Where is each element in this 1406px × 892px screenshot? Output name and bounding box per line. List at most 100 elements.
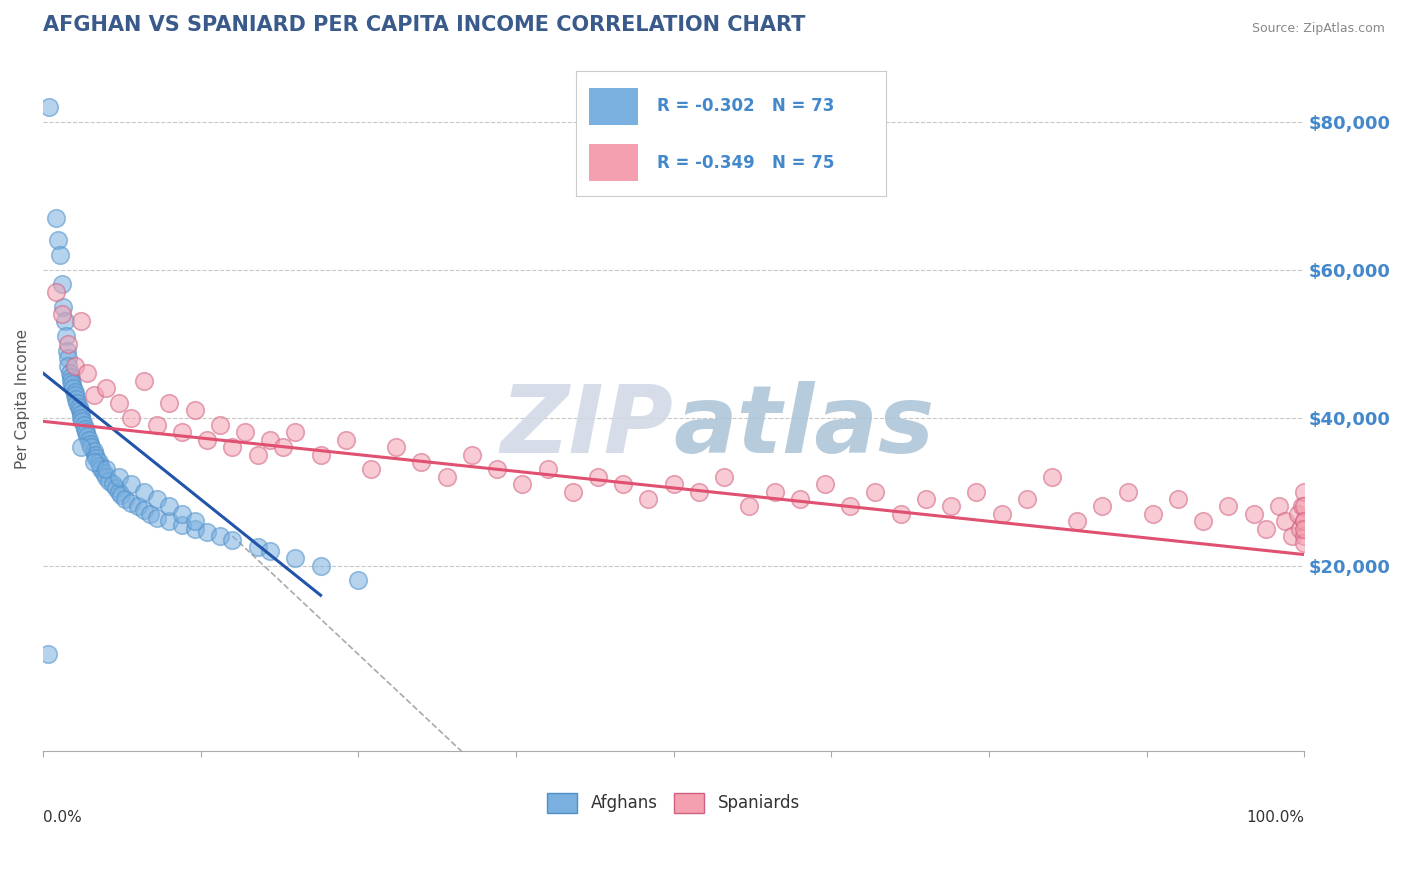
Point [763,484,786,499]
Text: 100.0%: 100.0% [1246,810,1305,825]
Point [360,462,382,476]
Point [55,329,77,343]
Point [84,451,107,466]
Point [67,400,90,414]
Legend: Afghans, Spaniards: Afghans, Spaniards [541,786,807,820]
Point [70,410,93,425]
Point [139,507,162,521]
Point [221,440,243,454]
Point [108,484,131,499]
Point [1243,507,1265,521]
Point [77,433,100,447]
Point [105,481,128,495]
Point [965,484,987,499]
Point [132,503,155,517]
Point [183,522,205,536]
Point [939,500,962,514]
Point [63,359,86,373]
Point [120,496,142,510]
Point [411,455,433,469]
Point [1040,470,1063,484]
Point [195,433,218,447]
Point [1294,514,1316,528]
Point [436,470,458,484]
Point [63,388,86,402]
Point [38,100,60,114]
Point [246,540,269,554]
Point [96,462,118,476]
Point [271,440,294,454]
Point [127,500,149,514]
Point [157,514,180,528]
Point [101,477,124,491]
Point [309,558,332,573]
Point [37,648,59,662]
Point [87,455,110,469]
Point [51,277,73,292]
Point [1291,500,1313,514]
Point [96,381,118,395]
Point [75,425,97,440]
Point [1091,500,1114,514]
Point [145,510,167,524]
Point [713,470,735,484]
Point [58,351,80,366]
Point [1192,514,1215,528]
Point [62,381,84,395]
Point [208,529,231,543]
Point [1116,484,1139,499]
Point [114,491,136,506]
Point [335,433,357,447]
Point [72,418,94,433]
Point [132,374,155,388]
Point [486,462,509,476]
Point [157,500,180,514]
Point [814,477,837,491]
Point [45,285,67,299]
Point [208,418,231,433]
Point [96,470,118,484]
Point [195,525,218,540]
Text: R = -0.302   N = 73: R = -0.302 N = 73 [657,97,834,115]
Point [738,500,761,514]
Point [76,429,98,443]
Point [1294,522,1316,536]
Point [56,344,79,359]
Point [865,484,887,499]
Point [221,533,243,547]
Point [72,414,94,428]
Point [70,440,93,454]
Point [1218,500,1240,514]
Point [586,470,609,484]
Point [561,484,583,499]
Point [170,518,193,533]
Point [1167,491,1189,506]
Point [52,300,75,314]
FancyBboxPatch shape [589,87,638,125]
Point [51,307,73,321]
Point [132,484,155,499]
Point [45,211,67,225]
Text: R = -0.349   N = 75: R = -0.349 N = 75 [657,153,834,171]
Point [53,314,76,328]
Point [1294,514,1316,528]
Point [284,425,307,440]
FancyBboxPatch shape [589,144,638,181]
Point [90,462,112,476]
Point [1294,484,1316,499]
Point [59,366,82,380]
Point [284,551,307,566]
Point [347,574,370,588]
Text: Source: ZipAtlas.com: Source: ZipAtlas.com [1251,22,1385,36]
Point [83,448,105,462]
Text: 0.0%: 0.0% [44,810,82,825]
Point [461,448,484,462]
Point [170,507,193,521]
Point [83,388,105,402]
Point [60,377,83,392]
Point [65,392,87,406]
Point [83,444,105,458]
Point [183,514,205,528]
Point [789,491,811,506]
Text: AFGHAN VS SPANIARD PER CAPITA INCOME CORRELATION CHART: AFGHAN VS SPANIARD PER CAPITA INCOME COR… [44,15,806,35]
